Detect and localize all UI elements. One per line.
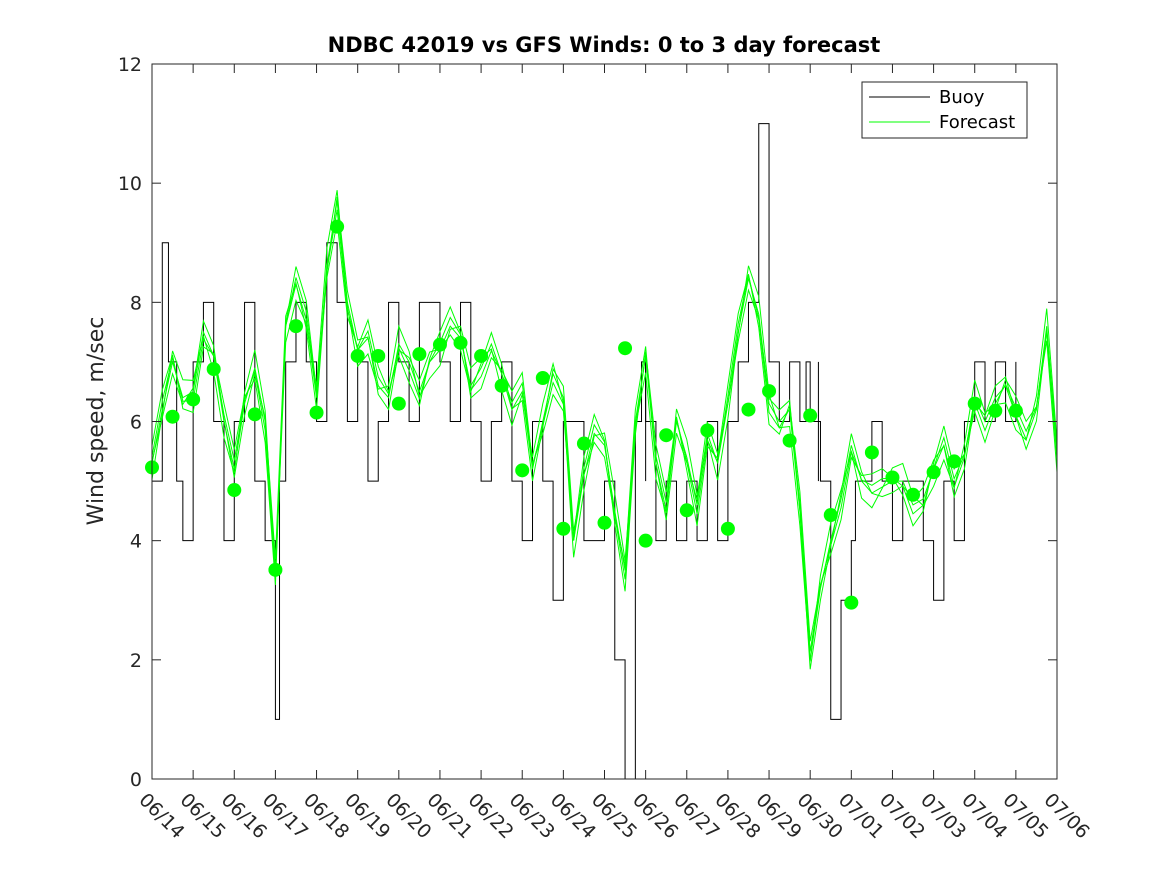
forecast-point bbox=[432, 337, 447, 352]
forecast-point bbox=[494, 378, 509, 393]
forecast-point bbox=[350, 348, 365, 363]
legend-label-forecast: Forecast bbox=[939, 112, 1015, 133]
forecast-point bbox=[515, 463, 530, 478]
forecast-point bbox=[165, 409, 180, 424]
series-line-forecast-2 bbox=[151, 190, 1058, 662]
forecast-point bbox=[823, 508, 838, 523]
forecast-point bbox=[782, 433, 797, 448]
forecast-point bbox=[288, 319, 303, 334]
series-line-forecast-1 bbox=[151, 221, 1058, 642]
y-tick-label: 0 bbox=[130, 769, 142, 791]
forecast-point bbox=[926, 465, 941, 480]
forecast-point bbox=[988, 403, 1003, 418]
forecast-point bbox=[1008, 403, 1023, 418]
forecast-point bbox=[556, 521, 571, 536]
y-tick-label: 2 bbox=[130, 650, 142, 672]
forecast-point bbox=[268, 562, 283, 577]
forecast-point bbox=[700, 423, 715, 438]
forecast-point bbox=[391, 396, 406, 411]
forecast-point bbox=[762, 384, 777, 399]
forecast-point bbox=[967, 396, 982, 411]
series-line-forecast-3 bbox=[151, 196, 1058, 670]
forecast-point bbox=[679, 503, 694, 518]
forecast-point bbox=[638, 533, 653, 548]
y-tick-label: 4 bbox=[130, 531, 142, 553]
chart-title: NDBC 42019 vs GFS Winds: 0 to 3 day fore… bbox=[328, 33, 881, 57]
legend-label-buoy: Buoy bbox=[939, 87, 985, 108]
y-tick-label: 12 bbox=[118, 54, 142, 76]
forecast-point bbox=[720, 521, 735, 536]
y-tick-label: 6 bbox=[130, 412, 142, 434]
forecast-point bbox=[659, 428, 674, 443]
forecast-point bbox=[206, 362, 221, 377]
forecast-point bbox=[844, 595, 859, 610]
forecast-point bbox=[741, 402, 756, 417]
forecast-point bbox=[618, 341, 633, 356]
forecast-point bbox=[474, 348, 489, 363]
legend: Buoy Forecast bbox=[861, 81, 1028, 139]
forecast-point bbox=[597, 515, 612, 530]
y-tick-label: 8 bbox=[130, 292, 142, 314]
forecast-point bbox=[906, 487, 921, 502]
forecast-point bbox=[453, 335, 468, 350]
forecast-point bbox=[803, 408, 818, 423]
legend-box bbox=[861, 81, 1028, 139]
forecast-point bbox=[864, 445, 879, 460]
forecast-point bbox=[535, 371, 550, 386]
forecast-point bbox=[371, 348, 386, 363]
forecast-point bbox=[412, 347, 427, 362]
forecast-point bbox=[309, 405, 324, 420]
forecast-point bbox=[330, 219, 345, 234]
forecast-point bbox=[227, 483, 242, 498]
forecast-point bbox=[576, 436, 591, 451]
y-axis-label: Wind speed, m/sec bbox=[84, 317, 109, 526]
forecast-point bbox=[247, 407, 262, 422]
forecast-point bbox=[885, 470, 900, 485]
forecast-point bbox=[186, 392, 201, 407]
y-tick-label: 10 bbox=[118, 173, 142, 195]
forecast-point bbox=[947, 454, 962, 469]
